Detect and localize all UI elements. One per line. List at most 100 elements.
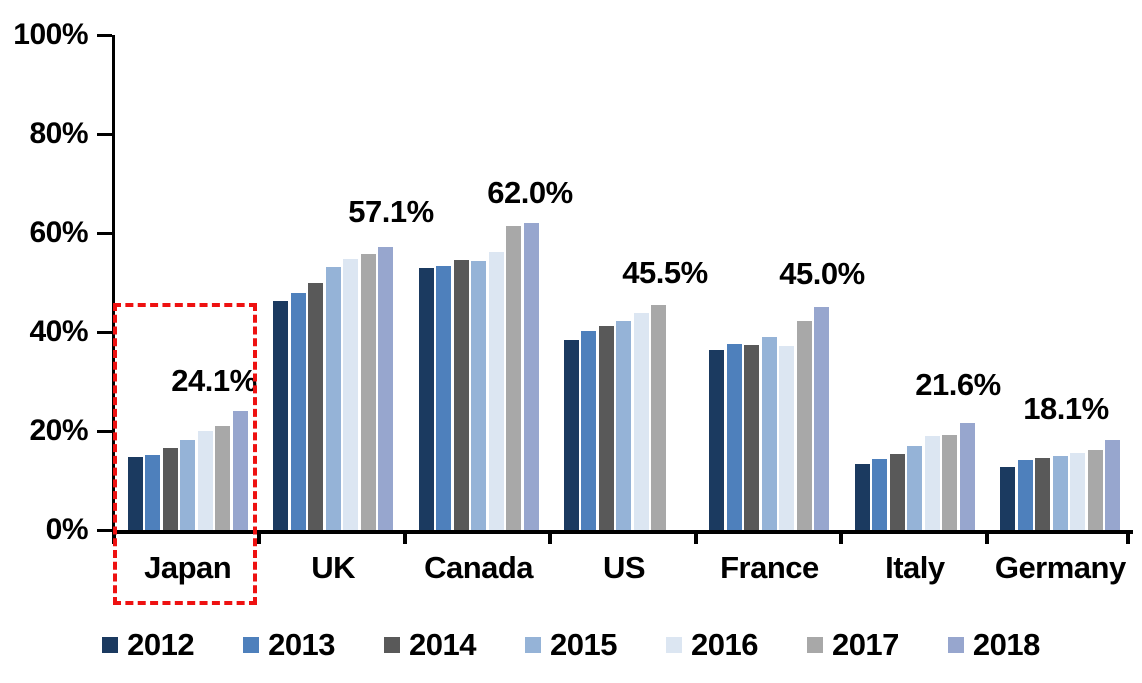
data-label-canada: 62.0% (487, 175, 573, 210)
x-axis-label-uk: UK (311, 550, 356, 585)
bar-group-uk (260, 35, 405, 530)
bar-japan-2016 (197, 431, 213, 530)
legend-item-2012: 2012 (102, 627, 195, 662)
legend-swatch-2018 (947, 637, 964, 653)
x-axis-label-germany: Germany (994, 550, 1126, 585)
legend-label-2015: 2015 (550, 627, 617, 662)
bar-group-germany (988, 35, 1133, 530)
y-axis-tick-label-0-: 0% (45, 513, 89, 546)
bar-france-2013 (726, 343, 742, 530)
legend-label-2012: 2012 (127, 627, 195, 662)
legend-label-2013: 2013 (268, 627, 336, 662)
bar-germany-2017 (1087, 450, 1103, 530)
y-axis-tick-mark (97, 231, 112, 235)
legend-swatch-2017 (806, 637, 823, 653)
legend-label-2017: 2017 (831, 627, 899, 662)
bar-japan-2018 (232, 410, 248, 530)
bar-japan-2017 (215, 425, 231, 530)
x-axis-tick-mark (257, 532, 262, 544)
legend-item-2015: 2015 (525, 628, 617, 662)
bar-italy-2013 (872, 459, 888, 530)
bar-canada-2012 (418, 267, 434, 530)
legend-item-2016: 2016 (665, 627, 758, 662)
bar-italy-2016 (924, 435, 940, 530)
legend-item-2018: 2018 (947, 627, 1040, 662)
bar-japan-2015 (180, 440, 196, 530)
x-axis-tick-mark (693, 532, 698, 544)
y-axis-tick-mark (97, 429, 112, 433)
bar-us-2016 (633, 313, 649, 530)
bar-us-2012 (563, 339, 579, 530)
y-axis-tick-mark (97, 33, 112, 37)
legend-swatch-2016 (665, 637, 682, 653)
bar-italy-2012 (854, 463, 870, 530)
y-axis-tick-mark (97, 132, 112, 136)
bar-group-us (551, 35, 696, 530)
legend-item-2017: 2017 (806, 627, 899, 662)
x-axis-label-italy: Italy (885, 550, 945, 585)
bar-germany-2016 (1070, 452, 1086, 530)
bar-japan-2013 (145, 455, 161, 530)
bar-italy-2014 (889, 453, 905, 530)
bar-france-2012 (709, 349, 725, 530)
x-axis-label-us: US (602, 550, 646, 585)
x-axis-tick-mark (112, 532, 116, 544)
bar-canada-2013 (436, 266, 452, 530)
bar-uk-2016 (343, 258, 359, 530)
legend-swatch-2013 (243, 637, 260, 653)
x-axis-tick-mark (402, 532, 407, 544)
data-label-italy: 21.6% (915, 367, 1001, 402)
bar-germany-2015 (1052, 455, 1068, 530)
bar-japan-2012 (127, 456, 143, 530)
legend-swatch-2012 (102, 637, 119, 653)
y-axis-tick-label-40-: 40% (29, 315, 88, 348)
bar-canada-2016 (488, 252, 504, 530)
bar-group-italy (842, 35, 987, 530)
bar-france-2017 (796, 321, 812, 530)
bar-us-2017 (651, 304, 667, 530)
data-label-germany: 18.1% (1023, 391, 1109, 426)
bar-uk-2012 (273, 300, 289, 530)
plot-area (112, 35, 1133, 534)
bar-uk-2015 (325, 266, 341, 530)
x-axis-tick-mark (548, 532, 553, 544)
bar-group-japan (115, 35, 260, 530)
bar-canada-2017 (506, 226, 522, 530)
y-axis-tick-label-80-: 80% (29, 117, 88, 150)
y-axis-tick-label-100-: 100% (13, 18, 88, 51)
data-label-us: 45.5% (622, 255, 708, 290)
bar-france-2016 (779, 345, 795, 530)
bar-canada-2015 (471, 260, 487, 530)
data-label-japan: 24.1% (171, 363, 257, 398)
bar-group-france (697, 35, 842, 530)
x-axis-label-canada: Canada (424, 550, 534, 585)
legend-label-2018: 2018 (972, 627, 1040, 662)
bar-france-2014 (744, 344, 760, 530)
y-axis-tick-mark (97, 528, 112, 532)
bar-germany-2012 (1000, 467, 1016, 530)
bar-uk-2018 (378, 247, 394, 530)
bar-canada-2014 (453, 259, 469, 530)
bar-us-2013 (581, 331, 597, 530)
bar-france-2015 (761, 336, 777, 530)
bar-uk-2017 (360, 254, 376, 530)
bar-us-2014 (598, 326, 614, 530)
y-axis-tick-label-60-: 60% (29, 216, 88, 249)
x-axis-label-japan: Japan (144, 550, 232, 585)
bar-group-canada (406, 35, 551, 530)
x-axis-tick-mark (984, 532, 989, 544)
y-axis-tick-label-20-: 20% (29, 414, 88, 447)
x-axis-tick-mark (1126, 532, 1130, 544)
legend-item-2014: 2014 (384, 627, 477, 662)
bar-us-2015 (616, 321, 632, 530)
data-label-uk: 57.1% (348, 194, 434, 229)
legend-label-2016: 2016 (690, 627, 758, 662)
bar-italy-2018 (959, 423, 975, 530)
bar-italy-2015 (907, 446, 923, 530)
legend-label-2014: 2014 (409, 627, 477, 662)
legend-swatch-2015 (525, 637, 542, 653)
data-label-france: 45.0% (779, 256, 865, 291)
y-axis-tick-mark (97, 330, 112, 334)
bar-germany-2014 (1035, 457, 1051, 530)
